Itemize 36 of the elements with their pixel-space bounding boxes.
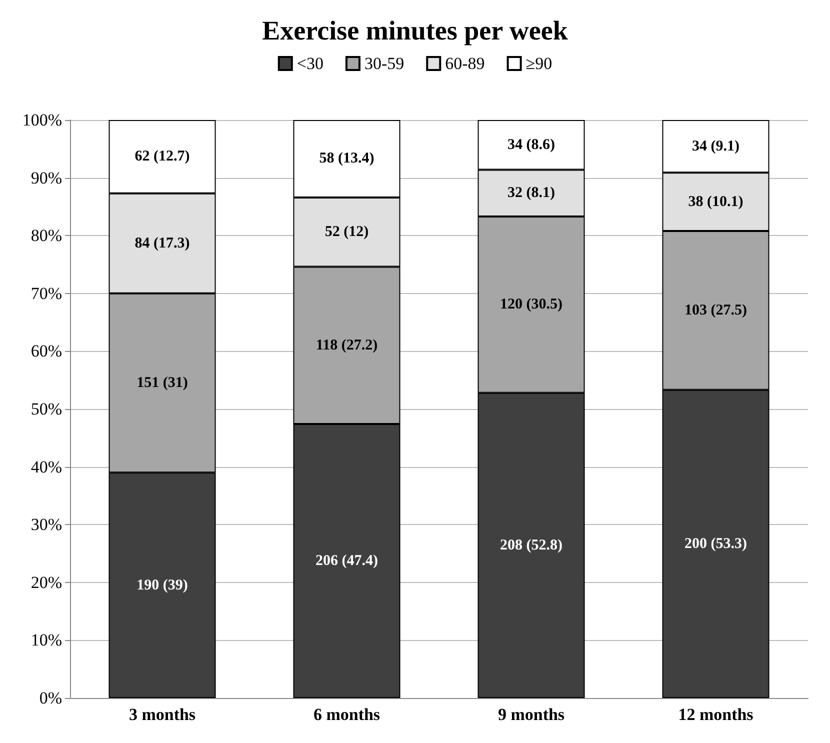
data-label: 103 (27.5) xyxy=(684,302,747,318)
x-tick-label: 6 months xyxy=(313,705,380,724)
legend-label: <30 xyxy=(296,54,324,73)
data-label: 200 (53.3) xyxy=(684,536,747,552)
legend-label: 60-89 xyxy=(445,54,485,73)
y-tick-label: 90% xyxy=(30,168,62,188)
y-tick-label: 30% xyxy=(30,515,62,534)
data-label: 120 (30.5) xyxy=(500,296,562,313)
data-label: 84 (17.3) xyxy=(134,235,190,252)
data-label: 62 (12.7) xyxy=(134,148,190,165)
data-label: 208 (52.8) xyxy=(500,537,562,554)
data-label: 151 (31) xyxy=(136,374,188,391)
y-tick-label: 0% xyxy=(39,688,62,708)
y-tick-label: 100% xyxy=(22,110,62,130)
data-label: 118 (27.2) xyxy=(316,337,378,354)
data-label: 206 (47.4) xyxy=(316,553,378,570)
legend-label: ≥90 xyxy=(526,54,552,73)
x-tick-label: 3 months xyxy=(128,705,196,724)
data-label: 34 (9.1) xyxy=(692,138,740,154)
x-tick-label: 12 months xyxy=(678,705,754,724)
y-tick-label: 50% xyxy=(30,400,62,418)
y-tick-label: 10% xyxy=(30,630,62,650)
data-label: 32 (8.1) xyxy=(508,185,555,202)
y-tick-label: 60% xyxy=(30,342,62,361)
data-label: 58 (13.4) xyxy=(319,150,374,167)
x-tick-label: 9 months xyxy=(498,705,565,724)
chart-title: Exercise minutes per week xyxy=(262,16,568,46)
y-tick-label: 70% xyxy=(30,284,62,303)
y-tick-label: 80% xyxy=(30,226,62,246)
data-label: 190 (39) xyxy=(136,577,188,594)
y-tick-label: 40% xyxy=(30,457,62,476)
legend-label: 30-59 xyxy=(364,54,404,73)
data-label: 52 (12) xyxy=(324,224,369,240)
data-label: 34 (8.6) xyxy=(508,136,555,153)
y-tick-label: 20% xyxy=(30,572,62,592)
data-label: 38 (10.1) xyxy=(688,194,744,210)
